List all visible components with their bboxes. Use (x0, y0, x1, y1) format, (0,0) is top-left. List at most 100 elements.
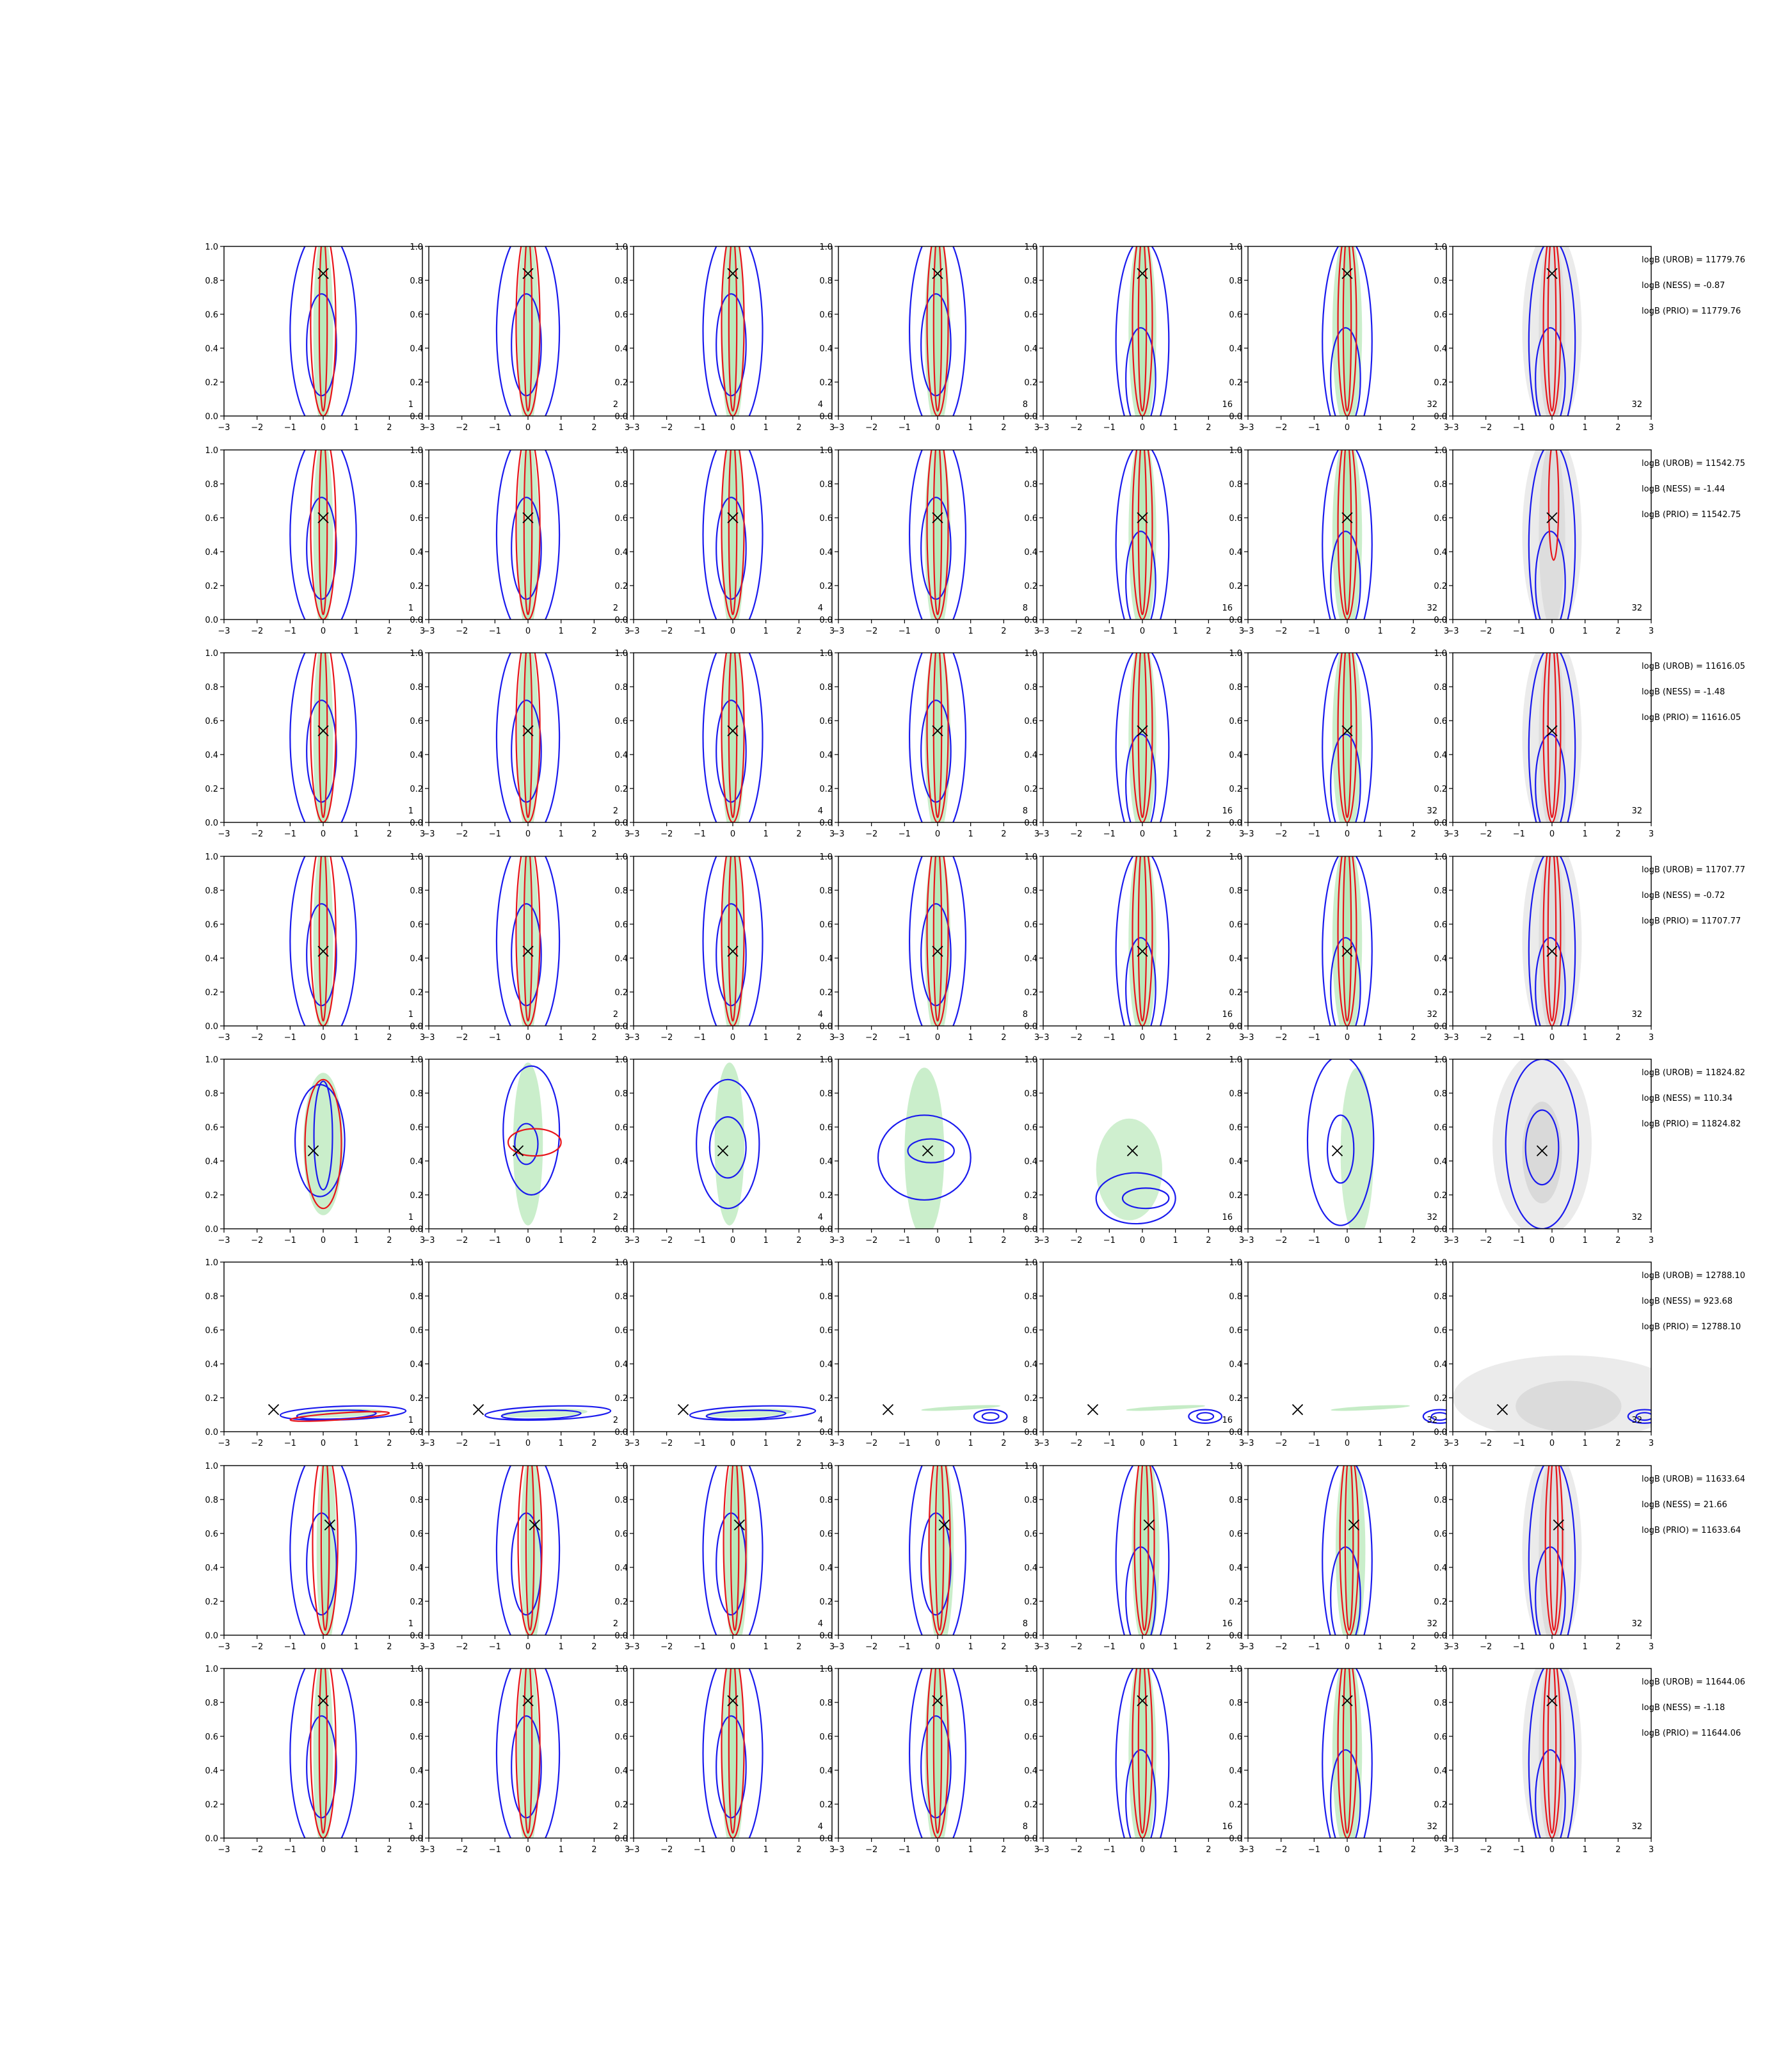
y-tick-label: 0.4 (1434, 548, 1447, 557)
y-tick-label: 0.6 (614, 310, 628, 320)
x-tick-label: 2 (1001, 829, 1006, 839)
x-tick-label: 3 (1239, 423, 1244, 433)
true-value-marker (522, 1695, 534, 1706)
red-contour (1337, 450, 1357, 620)
x-tick-label: 3 (1444, 1642, 1449, 1652)
density-fill (313, 1668, 333, 1838)
y-tick-label: 0.0 (1229, 1022, 1242, 1032)
density-fill (933, 856, 942, 1026)
y-tick-label: 1.0 (819, 1462, 833, 1471)
y-tick-label: 0.6 (410, 514, 423, 524)
true-value-marker (1143, 1519, 1155, 1531)
x-tick-label: 3 (1034, 1845, 1039, 1855)
y-tick-label: 0.4 (410, 1564, 423, 1573)
blue-contour (1535, 937, 1566, 1026)
y-tick-label: 0.4 (1024, 1157, 1037, 1167)
x-tick-label: 0 (1345, 423, 1350, 433)
subplot-r3-c1: −3 −2 −1 0 1 2 30.00.20.40.60.81.01 (205, 649, 425, 839)
density-fill (1128, 246, 1156, 416)
x-tick-label: 3 (420, 1439, 425, 1448)
logb-annotations: logB (UROB) = 11542.75 logB (NESS) = -1.4… (1642, 459, 1745, 520)
blue-contour (1095, 1172, 1176, 1225)
x-tick-label: 2 (1001, 1642, 1006, 1652)
x-tick-label: −2 (251, 829, 263, 839)
y-tick-label: 0.6 (1229, 1530, 1242, 1539)
panel-count-label: 32 (1427, 1010, 1437, 1020)
true-value-marker (727, 268, 739, 280)
y-tick-label: 0.2 (614, 785, 628, 794)
blue-contour (1322, 450, 1373, 620)
y-tick-label: 0.6 (1024, 514, 1037, 524)
y-tick-label: 1.0 (410, 1462, 423, 1471)
true-value-marker (1292, 1404, 1304, 1416)
y-tick-label: 0.6 (205, 920, 218, 930)
density-fill (1128, 653, 1156, 822)
y-tick-label: 1.0 (205, 243, 218, 252)
x-tick-label: −3 (832, 423, 844, 433)
x-tick-label: 3 (1649, 627, 1654, 636)
true-value-marker (529, 1519, 540, 1531)
x-tick-label: −2 (1275, 829, 1287, 839)
true-value-marker (1553, 1519, 1564, 1531)
x-tick-label: 3 (1444, 1033, 1449, 1043)
logb-annotations: logB (UROB) = 11824.82 logB (NESS) = 110.… (1642, 1068, 1745, 1129)
subplot-r6-c3: −3 −2 −1 0 1 2 3 0.0 0.2 0.4 0.6 0.8 1.0 4 (614, 1258, 835, 1448)
blue-contour (702, 450, 764, 620)
subplot-r1-c1: −3 −2 −1 0 1 2 30.00.20.40.60.81.01 (205, 243, 425, 433)
y-tick-label: 0.0 (410, 1428, 423, 1437)
x-tick-label: 0 (1345, 627, 1350, 636)
subplot-r6-c7: −3 −2 −1 0 1 2 3 0.0 0.2 0.4 0.6 0.8 1.0 32 (1434, 1258, 1654, 1448)
x-tick-label: −1 (284, 423, 296, 433)
y-tick-label: 0.8 (614, 1089, 628, 1099)
y-tick-label: 0.2 (205, 1394, 218, 1404)
red-contour (721, 856, 745, 1026)
y-tick-label: 0.0 (410, 819, 423, 828)
y-tick-label: 0.2 (1229, 1597, 1242, 1607)
y-tick-label: 1.0 (1434, 1665, 1447, 1674)
blue-contour (908, 1668, 967, 1838)
x-tick-label: 0 (525, 1439, 531, 1448)
subplot-r3-c5: −3 −2 −1 0 1 2 30.00.20.40.60.81.016 (1024, 649, 1244, 839)
y-tick-label: 0.2 (410, 582, 423, 591)
true-value-marker (522, 268, 534, 280)
x-tick-label: 0 (321, 829, 326, 839)
subplot-r4-c4: −3 −2 −1 0 1 2 30.00.20.40.60.81.08 (819, 852, 1039, 1043)
blue-contour (502, 1065, 561, 1196)
x-tick-label: −2 (1070, 627, 1082, 636)
x-tick-label: 2 (387, 423, 392, 433)
y-tick-label: 0.2 (819, 1191, 833, 1201)
y-tick-label: 0.0 (819, 1022, 833, 1032)
logb-annotation: logB (PRIO) = 11707.77 (1642, 916, 1741, 926)
true-value-marker (677, 1404, 689, 1416)
x-tick-label: 3 (1649, 1439, 1654, 1448)
red-contour (1547, 246, 1557, 412)
true-value-marker (1137, 268, 1148, 280)
x-tick-label: 2 (591, 1236, 596, 1245)
blue-contour (708, 1116, 747, 1179)
x-tick-label: 1 (1583, 423, 1588, 433)
x-tick-label: −1 (1308, 1439, 1320, 1448)
density-fill (313, 653, 333, 822)
x-tick-label: 0 (730, 627, 735, 636)
density-fill (516, 653, 540, 822)
y-tick-label: 0.0 (819, 1225, 833, 1235)
x-tick-label: −2 (865, 627, 877, 636)
y-tick-label: 0.2 (1434, 988, 1447, 998)
x-tick-label: −1 (899, 423, 911, 433)
red-contour (1132, 856, 1153, 1026)
y-tick-label: 0.8 (1024, 1292, 1037, 1302)
x-tick-label: −2 (456, 1845, 468, 1855)
true-value-marker (317, 268, 329, 280)
subplot-r3-c6: −3 −2 −1 0 1 2 30.00.20.40.60.81.032 (1229, 649, 1449, 839)
y-tick-label: 0.2 (614, 582, 628, 591)
y-tick-label: 0.2 (1024, 1800, 1037, 1810)
x-tick-label: 3 (420, 1845, 425, 1855)
x-tick-label: 3 (1649, 1642, 1654, 1652)
x-tick-label: −3 (1242, 1845, 1254, 1855)
axes-frame (633, 1261, 833, 1432)
x-tick-label: 1 (1378, 627, 1383, 636)
x-tick-label: −3 (218, 423, 230, 433)
y-tick-label: 0.6 (1024, 717, 1037, 726)
x-tick-label: −1 (899, 1236, 911, 1245)
y-tick-label: 1.0 (410, 649, 423, 659)
